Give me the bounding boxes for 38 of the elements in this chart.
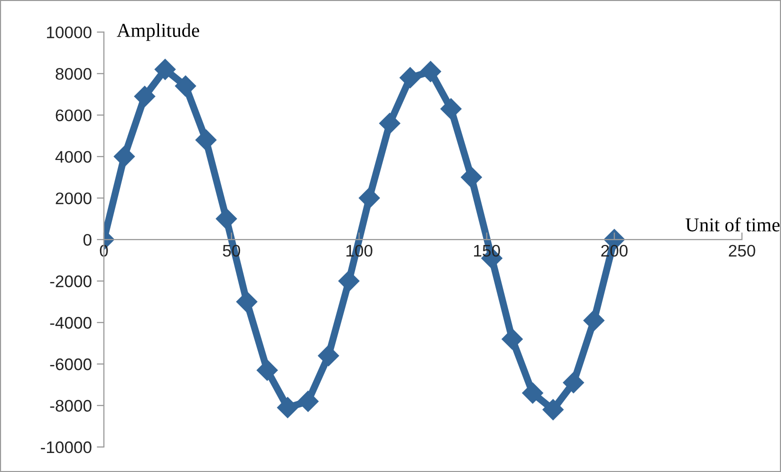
y-tick-label: 2000 [56, 192, 92, 204]
y-tick-label: 0 [83, 234, 92, 246]
point [460, 166, 482, 188]
point [338, 270, 360, 292]
point [583, 310, 604, 331]
point [236, 291, 258, 312]
point [502, 328, 523, 350]
y-tick-label: 10000 [46, 26, 92, 38]
y-tick-label: -4000 [50, 316, 92, 329]
point [522, 382, 544, 404]
y-axis-title: Amplitude [116, 23, 200, 41]
point [420, 60, 442, 82]
y-tick-label: -8000 [50, 400, 92, 412]
x-tick-label: 0 [100, 244, 108, 257]
point [298, 390, 319, 412]
point [562, 372, 584, 394]
point [256, 360, 278, 381]
point [542, 399, 564, 420]
y-tick-label: -10000 [40, 441, 92, 454]
point [134, 86, 156, 107]
y-tick-label: 4000 [55, 150, 92, 163]
point [400, 67, 421, 88]
x-axis-title: Unit of time [686, 218, 780, 232]
point [195, 129, 216, 150]
point [358, 188, 380, 209]
y-tick-label: 8000 [56, 68, 92, 80]
y-tick-label: 6000 [56, 109, 92, 122]
point [154, 58, 176, 80]
point [175, 76, 196, 97]
y-tick-label: -2000 [50, 275, 92, 288]
x-tick-label: 250 [728, 244, 756, 257]
point [440, 98, 462, 120]
point [216, 208, 237, 230]
point [379, 112, 400, 134]
point [318, 345, 339, 366]
y-tick-label: -6000 [50, 358, 92, 370]
point [114, 146, 135, 168]
point [277, 397, 298, 418]
